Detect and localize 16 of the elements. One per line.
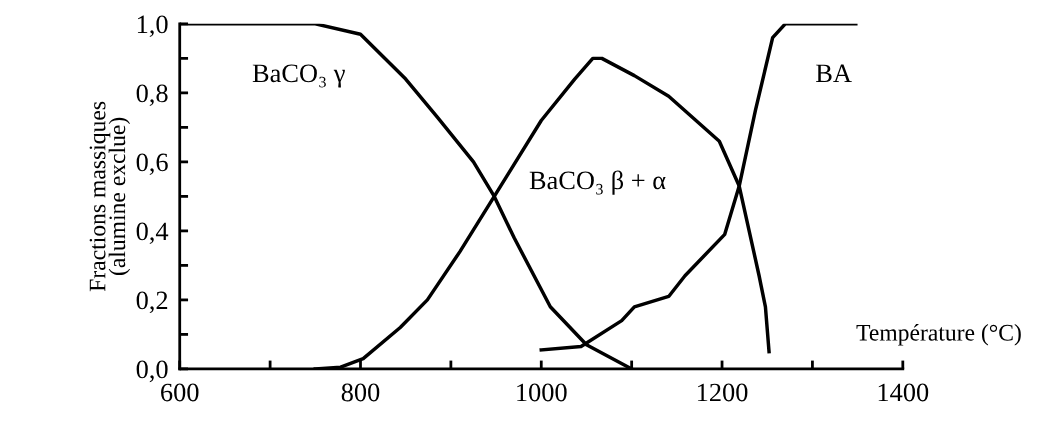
x-tick-label: 600	[161, 383, 199, 402]
x-tick-label: 800	[341, 383, 380, 402]
series-label: BaCO₃ β + α	[529, 170, 666, 195]
x-tick-label: 1200	[697, 383, 748, 402]
series-label: BA	[816, 64, 852, 83]
y-axis-title: Fractions massiques (alumine exclue)	[89, 101, 131, 292]
series-label: BaCO₃ γ	[252, 64, 345, 88]
y-tick-label: 0,0	[136, 360, 168, 383]
x-axis-title: Température (°C)	[856, 324, 1021, 346]
x-tick-label: 1400	[878, 383, 929, 402]
x-tick-label: 1000	[517, 383, 567, 402]
y-tick-label: 0,2	[136, 291, 168, 314]
y-tick-label: 0,4	[136, 222, 169, 245]
y-tick-label: 0,8	[136, 84, 168, 107]
y-tick-label: 0,6	[136, 153, 168, 176]
y-tick-label: 1,0	[137, 15, 168, 38]
